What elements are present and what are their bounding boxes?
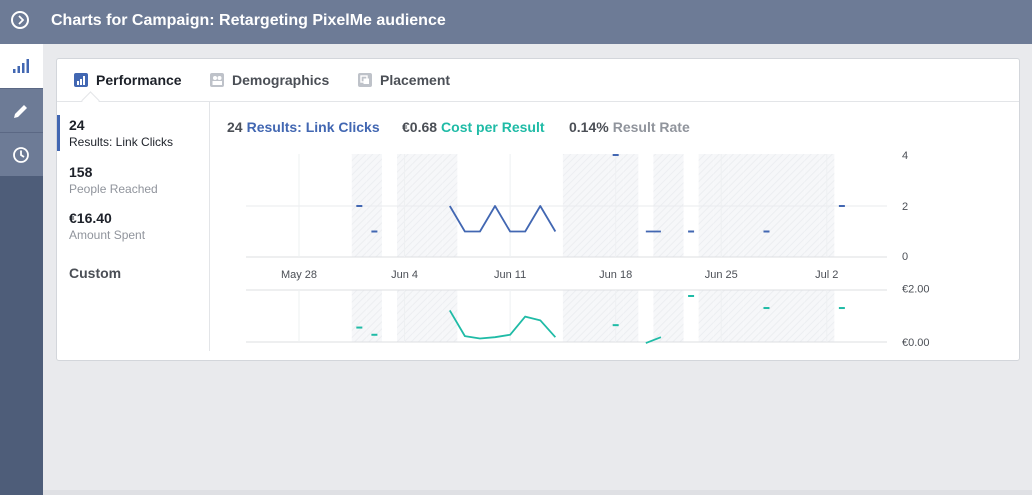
y-tick-label: 4 [902,150,908,162]
chart-icon [13,59,29,73]
x-tick-label: Jul 2 [815,269,838,281]
legend-value: 24 [227,119,243,135]
people-icon [210,73,224,87]
cost-line [645,336,662,344]
stat-value: 24 [69,117,85,133]
tab-demographics-label: Demographics [232,72,330,88]
clock-icon [13,147,29,163]
tab-demographics[interactable]: Demographics [210,72,329,88]
legend-results: 24 Results: Link Clicks [227,119,380,135]
stat-label: Results: Link Clicks [69,135,174,149]
tab-placement-label: Placement [380,72,451,88]
custom-link[interactable]: Custom [69,265,122,281]
shaded-band [668,290,684,342]
legend-label: Cost per Result [441,119,545,135]
shaded-band [562,290,578,342]
performance-chart: May 28 Jun 4 Jun 11 Jun 18 Jun 25 Jul 2 4 2 0 €2.… [246,150,930,349]
x-tick-label: Jun 4 [391,269,418,281]
y-tick-label: €0.00 [902,337,930,349]
nav-charts[interactable] [0,44,43,88]
legend-value: 0.14% [569,119,609,135]
stat-value: €16.40 [69,210,112,226]
shaded-band [789,290,805,342]
shaded-band [758,290,775,342]
legend-label: Results: Link Clicks [246,119,380,135]
legend-label: Result Rate [612,119,690,135]
stat-label: Amount Spent [69,228,146,242]
x-tick-label: May 28 [281,269,317,281]
charts-panel: Performance Demographics Placement 24 Re… [56,58,1020,361]
x-tick-label: Jun 18 [599,269,632,281]
shaded-band [577,290,594,342]
pencil-icon [14,105,27,118]
expand-icon[interactable] [11,11,29,29]
stat-results[interactable]: 24 Results: Link Clicks [69,117,173,149]
chart-icon [74,73,88,87]
shaded-band [698,290,714,342]
shaded-band [728,290,744,342]
shaded-band [804,290,820,342]
tab-performance[interactable]: Performance [74,72,182,88]
y-tick-label: 2 [902,201,908,213]
stat-amount-spent[interactable]: €16.40 Amount Spent [69,210,145,242]
left-nav [0,44,43,495]
shaded-band [427,290,443,342]
page-title: Charts for Campaign: Retargeting PixelMe… [51,12,446,29]
bottom-scroll-area [43,490,1032,495]
cost-line [449,309,557,340]
shaded-band [366,290,382,342]
shaded-band [774,290,790,342]
top-bar: Charts for Campaign: Retargeting PixelMe… [0,0,1032,44]
shaded-band [442,290,458,342]
stat-value: 158 [69,164,93,180]
selected-stat-indicator [57,115,60,151]
y-tick-label: 0 [902,251,908,263]
shaded-band [593,290,609,342]
x-tick-label: Jun 25 [705,269,738,281]
shaded-band [743,290,759,342]
shaded-band [623,290,639,342]
stat-label: People Reached [69,182,158,196]
results-line [449,205,557,233]
legend-rate: 0.14% Result Rate [569,119,690,135]
shaded-band [351,290,367,342]
tab-performance-label: Performance [96,72,182,88]
y-tick-label: €2.00 [902,284,930,296]
tab-bar: Performance Demographics Placement [57,59,1019,102]
stats-column: 24 Results: Link Clicks 158 People Reach… [57,101,210,351]
legend-value: €0.68 [402,119,438,135]
legend-cost: €0.68 Cost per Result [402,119,545,135]
shaded-band [412,290,428,342]
nav-edit[interactable] [0,88,43,132]
nav-history[interactable] [0,132,43,176]
shaded-band [653,290,669,342]
x-tick-label: Jun 11 [494,269,526,281]
placement-icon [358,73,372,87]
tab-placement[interactable]: Placement [358,72,450,88]
stat-people-reached[interactable]: 158 People Reached [69,164,158,196]
